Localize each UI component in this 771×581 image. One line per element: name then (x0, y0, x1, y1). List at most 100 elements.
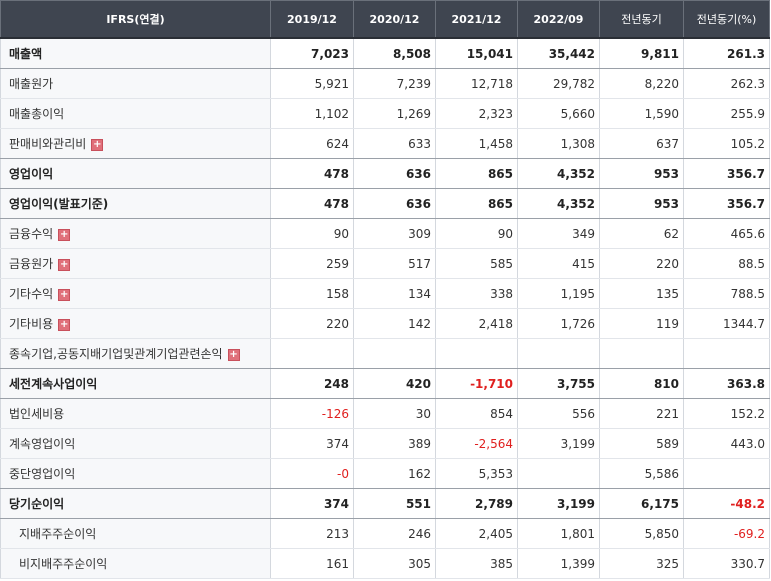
expand-plus-icon[interactable]: + (58, 288, 71, 301)
value-cell: 1,399 (517, 548, 600, 579)
table-row: 세전계속사업이익 248 420 -1,710 3,755 810 363.8 (0, 368, 770, 399)
value-cell: 5,353 (435, 458, 518, 489)
value-cell: 1,801 (517, 518, 600, 549)
table-row: 판매비와관리비 + 624 633 1,458 1,308 637 105.2 (0, 128, 770, 159)
value-cell-negative: -2,564 (435, 428, 518, 459)
value-cell: 30 (353, 398, 436, 429)
value-cell: 1,308 (517, 128, 600, 159)
header-label-cell: IFRS(연결) (0, 0, 271, 39)
value-cell: 356.7 (683, 158, 770, 189)
value-cell: 162 (353, 458, 436, 489)
value-cell: 338 (435, 278, 518, 309)
value-cell: 220 (270, 308, 354, 339)
table-row: 중단영업이익 -0 162 5,353 5,586 (0, 458, 770, 489)
table-row: 매출액 7,023 8,508 15,041 35,442 9,811 261.… (0, 38, 770, 69)
row-label: 계속영업이익 (0, 428, 271, 459)
value-cell: 4,352 (517, 188, 600, 219)
value-cell: 105.2 (683, 128, 770, 159)
table-row: 매출총이익 1,102 1,269 2,323 5,660 1,590 255.… (0, 98, 770, 129)
header-prior-period-pct: 전년동기(%) (683, 0, 770, 39)
value-cell: 810 (599, 368, 684, 399)
value-cell: 119 (599, 308, 684, 339)
row-label-text: 금융수익 (9, 227, 54, 241)
header-period-2020: 2020/12 (353, 0, 436, 39)
value-cell: 389 (353, 428, 436, 459)
value-cell-negative: -69.2 (683, 518, 770, 549)
value-cell: 4,352 (517, 158, 600, 189)
value-cell: 246 (353, 518, 436, 549)
value-cell: 865 (435, 158, 518, 189)
value-cell: 255.9 (683, 98, 770, 129)
value-cell: 1,726 (517, 308, 600, 339)
value-cell: 636 (353, 158, 436, 189)
row-label: 당기순이익 (0, 488, 271, 519)
value-cell: 221 (599, 398, 684, 429)
value-cell (517, 458, 600, 489)
expand-plus-icon[interactable]: + (58, 318, 71, 331)
value-cell: 2,405 (435, 518, 518, 549)
row-label: 영업이익(발표기준) (0, 188, 271, 219)
row-label: 중단영업이익 (0, 458, 271, 489)
value-cell: 415 (517, 248, 600, 279)
row-label: 금융수익 + (0, 218, 271, 249)
table-row: 종속기업,공동지배기업및관계기업관련손익 + (0, 338, 770, 369)
value-cell: 29,782 (517, 68, 600, 99)
value-cell (683, 338, 770, 369)
expand-plus-icon[interactable]: + (58, 228, 71, 241)
value-cell: 517 (353, 248, 436, 279)
value-cell: 637 (599, 128, 684, 159)
value-cell: 6,175 (599, 488, 684, 519)
value-cell: 5,850 (599, 518, 684, 549)
header-prior-period: 전년동기 (599, 0, 684, 39)
row-label: 매출총이익 (0, 98, 271, 129)
row-label: 비지배주주순이익 (0, 548, 271, 579)
value-cell: 88.5 (683, 248, 770, 279)
value-cell: 636 (353, 188, 436, 219)
value-cell: 1344.7 (683, 308, 770, 339)
value-cell: 2,323 (435, 98, 518, 129)
value-cell: 158 (270, 278, 354, 309)
value-cell: 953 (599, 158, 684, 189)
row-label-text: 매출액 (9, 47, 43, 61)
value-cell: 1,269 (353, 98, 436, 129)
row-label-text: 당기순이익 (9, 497, 65, 511)
row-label: 매출액 (0, 38, 271, 69)
value-cell: 363.8 (683, 368, 770, 399)
value-cell: 443.0 (683, 428, 770, 459)
value-cell: 261.3 (683, 38, 770, 69)
table-row: 기타수익 + 158 134 338 1,195 135 788.5 (0, 278, 770, 309)
value-cell: 551 (353, 488, 436, 519)
value-cell: 385 (435, 548, 518, 579)
table-row: 금융수익 + 90 309 90 349 62 465.6 (0, 218, 770, 249)
value-cell: 134 (353, 278, 436, 309)
value-cell: 420 (353, 368, 436, 399)
value-cell (270, 338, 354, 369)
row-label-text: 판매비와관리비 (9, 137, 87, 151)
row-label-text: 세전계속사업이익 (9, 377, 98, 391)
value-cell: 478 (270, 188, 354, 219)
row-label: 기타비용 + (0, 308, 271, 339)
table-row: 비지배주주순이익 161 305 385 1,399 325 330.7 (0, 548, 770, 579)
value-cell: 3,199 (517, 428, 600, 459)
value-cell: 152.2 (683, 398, 770, 429)
table-row: 금융원가 + 259 517 585 415 220 88.5 (0, 248, 770, 279)
table-row: 기타비용 + 220 142 2,418 1,726 119 1344.7 (0, 308, 770, 339)
expand-plus-icon[interactable]: + (227, 348, 240, 361)
value-cell: 374 (270, 428, 354, 459)
value-cell: 9,811 (599, 38, 684, 69)
value-cell: 15,041 (435, 38, 518, 69)
row-label: 종속기업,공동지배기업및관계기업관련손익 + (0, 338, 271, 369)
value-cell: 2,418 (435, 308, 518, 339)
value-cell: 865 (435, 188, 518, 219)
value-cell: 12,718 (435, 68, 518, 99)
expand-plus-icon[interactable]: + (91, 138, 104, 151)
row-label-text: 영업이익 (9, 167, 54, 181)
value-cell: 3,755 (517, 368, 600, 399)
row-label-text: 계속영업이익 (9, 437, 76, 451)
value-cell-negative: -1,710 (435, 368, 518, 399)
value-cell: 7,023 (270, 38, 354, 69)
value-cell: 90 (270, 218, 354, 249)
value-cell: 325 (599, 548, 684, 579)
value-cell: 330.7 (683, 548, 770, 579)
expand-plus-icon[interactable]: + (58, 258, 71, 271)
